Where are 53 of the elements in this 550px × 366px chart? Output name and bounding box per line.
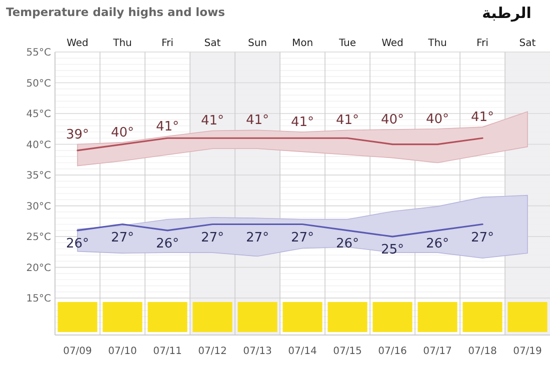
data-label: 40° xyxy=(426,112,450,127)
x-tick-label: 07/19 xyxy=(513,346,542,357)
text: Fri xyxy=(476,38,488,49)
data-label: 41° xyxy=(336,113,360,128)
y-tick-label: 50°C xyxy=(26,78,52,90)
data-label: 27° xyxy=(200,230,224,246)
data-label: 27° xyxy=(470,230,494,246)
data-label: 39° xyxy=(66,127,90,142)
text: Fri xyxy=(162,38,174,49)
data-label: 41° xyxy=(200,114,224,129)
text: Sat xyxy=(204,38,221,49)
y-tick-label: 45°C xyxy=(26,109,52,120)
text: Tue xyxy=(338,38,356,49)
text: Thu xyxy=(112,38,132,49)
data-label: 41° xyxy=(156,119,180,134)
x-tick-label: 07/11 xyxy=(153,346,182,357)
x-tick-label: 07/09 xyxy=(63,346,92,357)
data-label: 40° xyxy=(110,125,134,140)
x-tick-label: 07/12 xyxy=(198,346,227,357)
data-label: 41° xyxy=(470,110,494,126)
data-label: 25° xyxy=(380,242,404,258)
data-label: 26° xyxy=(426,236,450,252)
data-label: 27° xyxy=(290,230,314,246)
text: Sun xyxy=(248,38,268,49)
x-tick-label: 07/18 xyxy=(468,346,497,357)
data-label: 41° xyxy=(246,113,270,128)
data-label: 40° xyxy=(380,112,404,128)
x-tick-label: 07/16 xyxy=(378,346,407,357)
data-label: 41° xyxy=(290,114,314,130)
text: Wed xyxy=(382,38,404,49)
chart-subtitle: الرطبة xyxy=(482,4,532,22)
y-tick-label: 35°C xyxy=(26,170,52,182)
data-label: 26° xyxy=(66,236,90,252)
y-tick-label: 55°C xyxy=(26,48,52,58)
data-label: 27° xyxy=(246,230,270,246)
text: Mon xyxy=(292,38,314,49)
data-label: 27° xyxy=(110,230,134,246)
y-tick-label: 15°C xyxy=(26,294,52,305)
data-label: 26° xyxy=(156,236,180,252)
y-tick-label: 30°C xyxy=(26,201,52,212)
text: Thu xyxy=(427,38,447,49)
data-label: 26° xyxy=(336,236,360,252)
x-tick-label: 07/17 xyxy=(423,346,452,357)
text: Sat xyxy=(519,38,536,49)
x-tick-label: 07/10 xyxy=(108,346,137,357)
y-tick-label: 40°C xyxy=(26,140,52,151)
x-tick-label: 07/14 xyxy=(288,346,317,357)
text: Wed xyxy=(66,38,88,49)
x-tick-label: 07/15 xyxy=(333,346,362,357)
y-tick-label: 20°C xyxy=(26,262,52,274)
y-tick-label: 25°C xyxy=(26,232,52,244)
x-tick-label: 07/13 xyxy=(243,346,272,357)
chart-title: Temperature daily highs and lows xyxy=(6,5,226,19)
